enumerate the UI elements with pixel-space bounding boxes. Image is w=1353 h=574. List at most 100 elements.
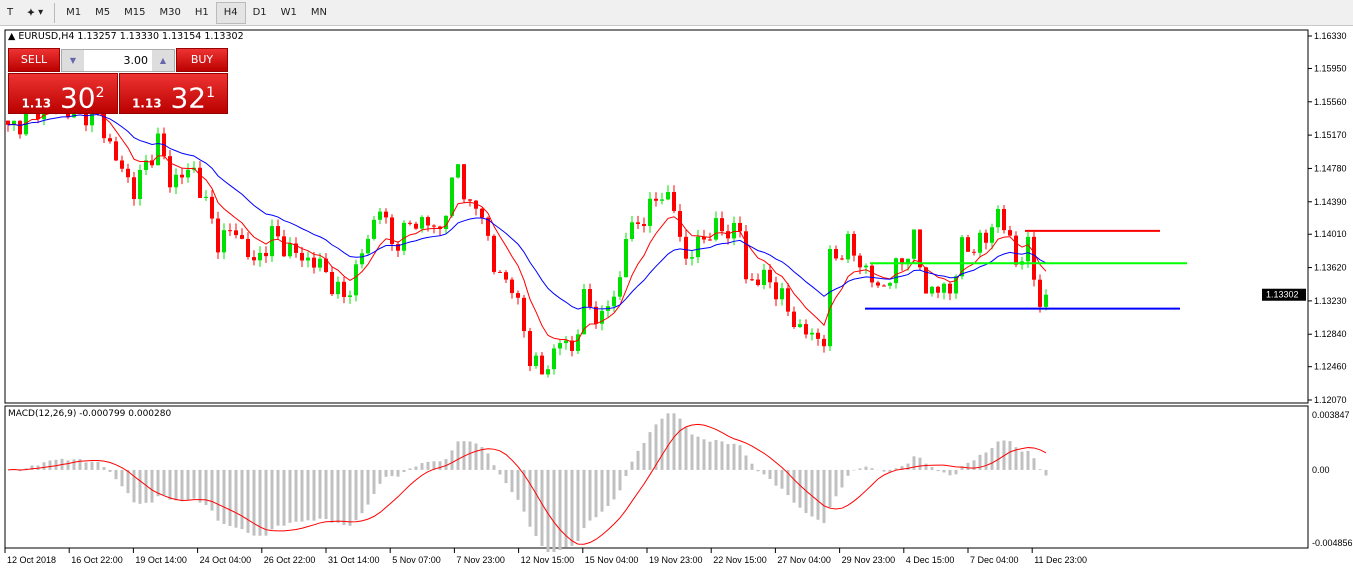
- candle-body: [408, 222, 412, 224]
- candle-body: [366, 238, 370, 254]
- candle-body: [780, 288, 784, 300]
- candle-body: [654, 198, 658, 201]
- candle-body: [930, 286, 934, 294]
- candle-body: [246, 238, 250, 258]
- candle-body: [612, 296, 616, 307]
- price-axis-label: 1.14390: [1314, 197, 1347, 207]
- chart-header: ▲ EURUSD,H4 1.13257 1.13330 1.13154 1.13…: [8, 31, 244, 42]
- sell-price-pips: 30: [59, 81, 96, 115]
- candle-body: [798, 324, 802, 327]
- candle-body: [18, 120, 22, 135]
- candle-body: [570, 340, 574, 351]
- candle-body: [144, 160, 148, 170]
- price-axis-label: 1.15170: [1314, 130, 1347, 140]
- candle-body: [288, 243, 292, 257]
- candle-body: [444, 215, 448, 230]
- candle-body: [978, 232, 982, 253]
- buy-button[interactable]: BUY: [176, 48, 228, 72]
- candle-body: [630, 222, 634, 239]
- timeframe-h1[interactable]: H1: [194, 6, 209, 18]
- price-axis-label: 1.15560: [1314, 97, 1347, 107]
- candle-body: [714, 218, 718, 240]
- candle-body: [810, 332, 814, 335]
- candle-body: [474, 200, 478, 209]
- candle-body: [552, 348, 556, 370]
- candle-body: [858, 255, 862, 268]
- date-axis-label: 12 Oct 2018: [7, 555, 56, 565]
- lot-stepper[interactable]: ▼ 3.00 ▲: [61, 49, 175, 72]
- candle-body: [378, 211, 382, 220]
- lot-increase-button[interactable]: ▲: [152, 50, 174, 71]
- timeframe-m1[interactable]: M1: [66, 6, 82, 18]
- objects-dropdown-icon[interactable]: ⯌ ▾: [27, 6, 44, 18]
- candle-body: [282, 236, 286, 257]
- date-axis-label: 5 Nov 07:00: [392, 555, 441, 565]
- timeframe-d1[interactable]: D1: [252, 6, 267, 18]
- candle-body: [684, 236, 688, 259]
- lot-decrease-button[interactable]: ▼: [62, 50, 84, 71]
- candle-body: [864, 265, 868, 268]
- candle-body: [954, 276, 958, 294]
- timeframe-m15[interactable]: M15: [124, 6, 146, 18]
- text-tool-icon[interactable]: T: [7, 6, 14, 18]
- candle-body: [666, 192, 670, 200]
- chart-area[interactable]: 1.16330 1.15950 1.15560 1.15170 1.14780 1.143…: [0, 26, 1353, 574]
- macd-axis-label: -0.004856: [1312, 538, 1353, 548]
- main-chart-frame: [4, 29, 1309, 404]
- timeframe-h4[interactable]: H4: [215, 1, 246, 24]
- candle-body: [174, 174, 178, 188]
- candle-body: [582, 289, 586, 335]
- candle-body: [360, 253, 364, 265]
- candle-body: [660, 199, 664, 201]
- candle-body: [540, 355, 544, 375]
- candle-body: [876, 282, 880, 286]
- candle-body: [462, 164, 466, 200]
- candle-body: [636, 222, 640, 225]
- candle-body: [294, 243, 298, 253]
- candle-body: [336, 281, 340, 295]
- candle-body: [546, 369, 550, 375]
- macd-label: MACD(12,26,9) -0.000799 0.000280: [8, 409, 172, 419]
- date-axis-label: 24 Oct 04:00: [200, 555, 252, 565]
- candle-body: [642, 224, 646, 226]
- divider: [54, 2, 56, 23]
- candle-body: [744, 231, 748, 280]
- candle-body: [762, 269, 766, 286]
- ma-slow-line: [7, 114, 1047, 310]
- timeframe-mn[interactable]: MN: [310, 6, 328, 18]
- lot-input[interactable]: 3.00: [123, 54, 149, 67]
- candle-body: [840, 258, 844, 260]
- candle-body: [678, 210, 682, 237]
- buy-price-button[interactable]: 1.13 321: [119, 73, 228, 114]
- candle-body: [1044, 294, 1048, 307]
- candle-body: [822, 338, 826, 347]
- candle-body: [348, 295, 352, 298]
- timeframe-w1[interactable]: W1: [280, 6, 297, 18]
- candle-body: [720, 218, 724, 232]
- timeframe-m5[interactable]: M5: [95, 6, 111, 18]
- candle-body: [882, 285, 886, 287]
- macd-axis-label: 0.00: [1312, 465, 1330, 475]
- current-price-label: 1.13302: [1266, 290, 1299, 300]
- sell-button[interactable]: SELL: [8, 48, 60, 72]
- buy-price-pips: 32: [170, 81, 207, 115]
- candle-body: [420, 217, 424, 229]
- candle-body: [342, 281, 346, 298]
- candle-body: [726, 231, 730, 239]
- candle-body: [942, 283, 946, 293]
- price-axis-label: 1.14780: [1314, 163, 1347, 173]
- price-axis-label: 1.16330: [1314, 31, 1347, 41]
- candle-body: [702, 236, 706, 240]
- timeframe-m30[interactable]: M30: [159, 6, 181, 18]
- candle-body: [480, 208, 484, 218]
- sell-price-button[interactable]: 1.13 302: [8, 73, 118, 114]
- price-axis-label: 1.12460: [1314, 362, 1347, 372]
- candle-body: [432, 225, 436, 227]
- candle-body: [534, 355, 538, 366]
- sell-price-big: 1.13: [21, 96, 52, 111]
- candle-body: [486, 217, 490, 236]
- candle-body: [132, 177, 136, 200]
- candle-body: [984, 232, 988, 243]
- sell-price-frac: 2: [95, 85, 105, 101]
- candle-body: [102, 109, 106, 139]
